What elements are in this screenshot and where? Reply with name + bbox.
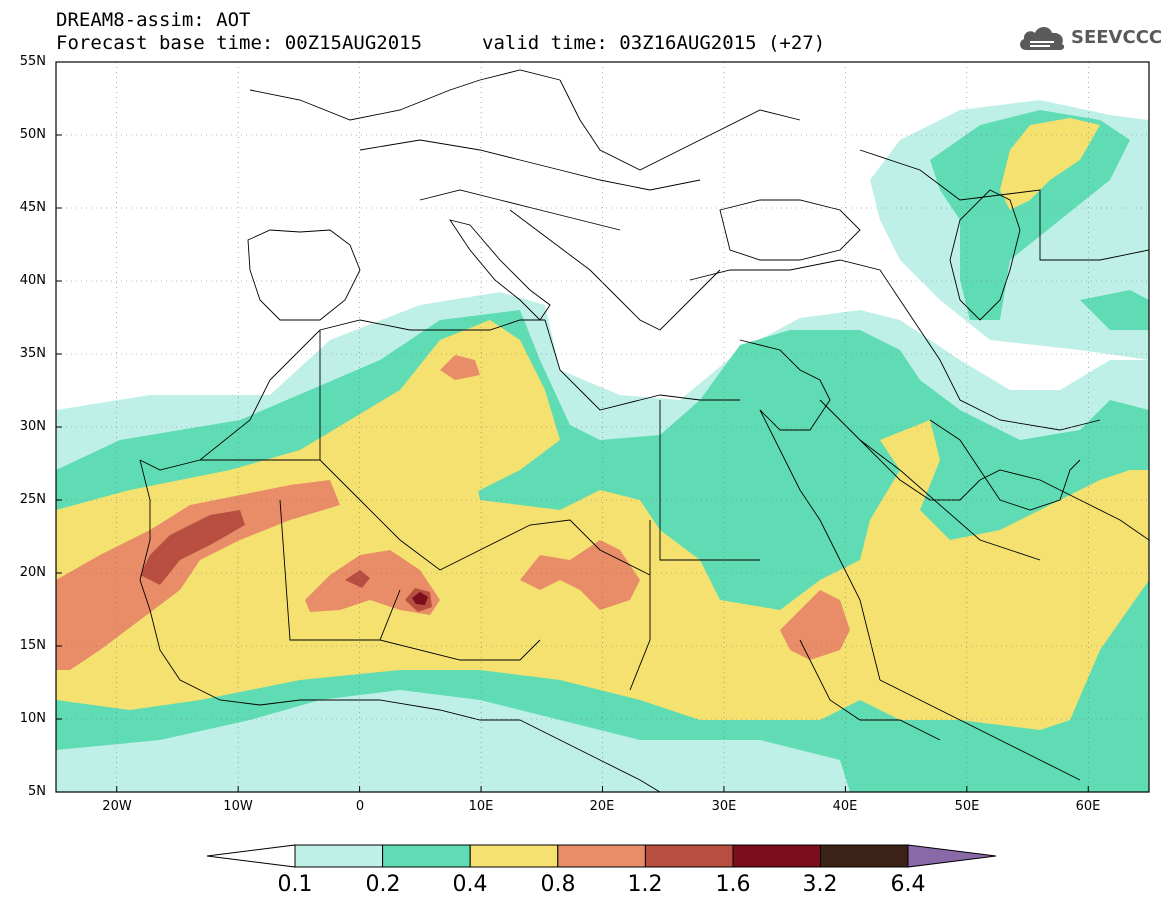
colorbar-label: 0.4 [452,872,488,897]
aot-band-1.2 [140,510,245,585]
lat-label: 15N [19,638,46,653]
aot-band-0.2-east [1080,290,1149,330]
lon-label: 10E [468,799,494,814]
colorbar-arrow-low [206,844,296,868]
colorbar-segment [820,844,909,868]
map-title: DREAM8-assim: AOT [56,9,251,31]
colorbar-arrow-high [907,844,997,868]
lon-label: 60E [1075,799,1101,814]
coastline-balkans [509,209,721,331]
coastline-yemen-horn [879,679,1081,781]
border-ethiopia [799,639,941,741]
aot-band-0.4-caspian [1000,118,1100,210]
border-mali [279,499,401,641]
aot-fields [56,100,1149,792]
lat-label: 45N [19,200,46,215]
colorbar-label: 1.2 [627,872,663,897]
coastline-libya-egypt [544,319,740,411]
aot-band-0.8 [56,480,340,670]
aot-band-1.2-mali [345,570,370,588]
coastline-red-sea [759,409,881,681]
lat-label: 55N [19,54,46,69]
colorbar-segment [557,844,646,868]
lat-label: 25N [19,492,46,507]
colorbar-segment [294,844,384,868]
coastline-italy [448,219,551,321]
aot-band-0.4 [56,320,1149,730]
lat-label: 50N [19,127,46,142]
coastline-atlantic [139,459,520,721]
border-europe-1 [359,139,701,191]
tick-marks [56,61,1089,793]
colorbar-segment [469,844,559,868]
border-niger-nigeria [379,639,541,661]
colorbar-label: 3.2 [802,872,838,897]
border-saudi [859,439,1041,561]
border-europe-3 [559,79,801,171]
colorbar-segment [732,844,822,868]
lat-label: 10N [19,711,46,726]
border-sahara [200,459,651,576]
lon-label: 30E [711,799,737,814]
border-europe-2 [419,189,621,231]
lat-label: 20N [19,565,46,580]
coastline-turkey [689,259,901,301]
coastline-caspian [949,189,1021,321]
coastline-west-africa [139,319,545,471]
lon-label: 20E [589,799,615,814]
coastline-gulf-of-guinea [519,719,661,792]
aot-band-0.8-sudan [780,590,850,660]
aot-band-0.8-tunisia [440,355,480,380]
coastline-gulf [929,419,1081,511]
colorbar-segment [644,844,734,868]
base-time: Forecast base time: 00Z15AUG2015 [56,32,423,54]
valid-time: valid time: 03Z16AUG2015 (+27) [482,32,826,54]
gridlines [56,62,1149,792]
lon-label: 50E [954,799,980,814]
colorbar-label: 6.4 [890,872,926,897]
lat-label: 40N [19,273,46,288]
colorbar [206,844,997,868]
logo-text: SEEVCCC [1071,27,1163,48]
border-chad [629,520,651,691]
border-iran [899,299,1101,431]
colorbar-label: 0.8 [540,872,576,897]
coastline-europe-north [249,69,561,121]
coastline-arabia [819,399,1149,541]
colorbar-label: 0.1 [277,872,313,897]
border-egypt-sudan [659,400,760,561]
coastline-levant [739,339,831,431]
border-kazakh [859,149,1149,261]
colorbar-label: 1.6 [715,872,751,897]
coastlines-borders [139,69,1149,792]
aot-band-0.8-chad [520,540,640,610]
lon-label: 0 [355,799,365,814]
lon-label: 20W [102,799,132,814]
lat-label: 5N [28,784,46,799]
lat-label: 35N [19,346,46,361]
lon-label: 40E [832,799,858,814]
aot-band-1.6 [412,592,428,605]
lon-label: 10W [223,799,253,814]
coastline-iberia [247,229,361,321]
cloud-icon [1020,27,1065,50]
seevccc-logo: SEEVCCC [1016,22,1162,56]
aot-band-0.2-caspian [930,110,1130,320]
colorbar-segments [294,844,909,868]
colorbar-segment [382,844,471,868]
coastline-black-sea [719,199,861,261]
colorbar-label: 0.2 [365,872,401,897]
lat-label: 30N [19,419,46,434]
